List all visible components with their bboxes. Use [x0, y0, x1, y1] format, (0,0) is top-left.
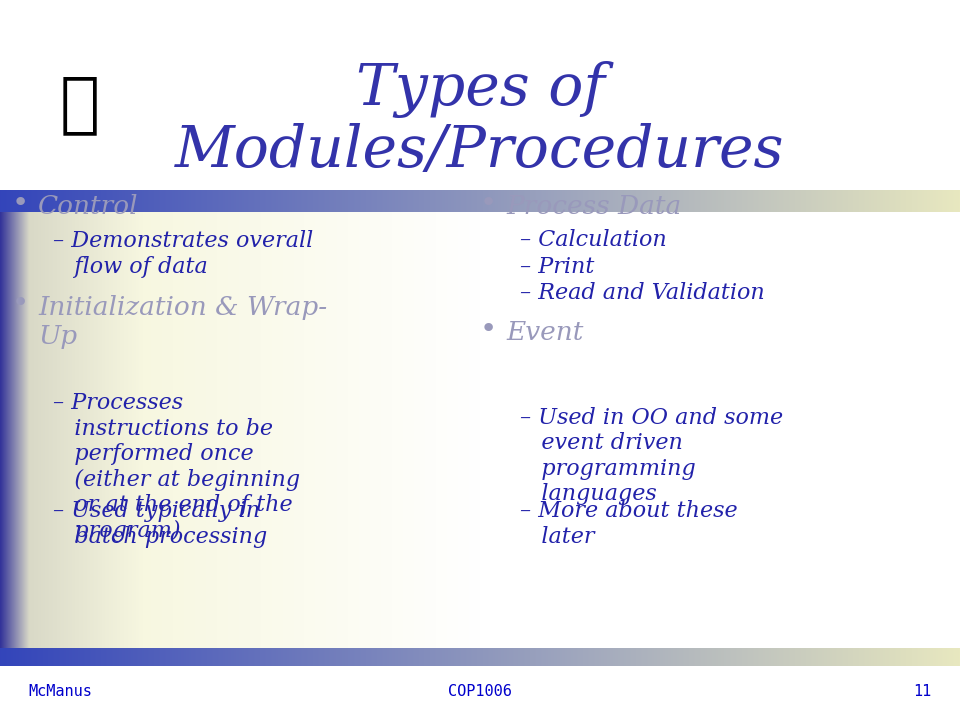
- Text: COP1006: COP1006: [448, 684, 512, 698]
- Text: – Demonstrates overall
   flow of data: – Demonstrates overall flow of data: [53, 230, 313, 278]
- Text: •: •: [12, 289, 29, 318]
- Text: – Used typically in
   batch processing: – Used typically in batch processing: [53, 500, 267, 548]
- Text: – Used in OO and some
   event driven
   programming
   languages: – Used in OO and some event driven progr…: [520, 407, 783, 505]
- Text: Process Data: Process Data: [507, 194, 683, 220]
- Text: •: •: [480, 189, 497, 217]
- Bar: [0, 0, 158, 209]
- Text: 🐕: 🐕: [60, 71, 100, 138]
- Bar: [0, 666, 960, 720]
- Text: •: •: [480, 315, 497, 343]
- Text: 11: 11: [913, 684, 931, 698]
- Text: – More about these
   later: – More about these later: [520, 500, 738, 548]
- Text: Types of: Types of: [355, 61, 605, 119]
- Text: Event: Event: [507, 320, 585, 346]
- Text: Initialization & Wrap-
Up: Initialization & Wrap- Up: [38, 295, 327, 349]
- Text: Control: Control: [38, 194, 139, 220]
- Text: – Processes
   instructions to be
   performed once
   (either at beginning
   o: – Processes instructions to be performed…: [53, 392, 300, 541]
- Text: – Read and Validation: – Read and Validation: [520, 282, 765, 305]
- Text: – Print: – Print: [520, 256, 594, 278]
- Text: •: •: [12, 189, 29, 217]
- Text: – Calculation: – Calculation: [520, 229, 667, 251]
- Text: McManus: McManus: [29, 684, 93, 698]
- Bar: [0, 0, 960, 209]
- Text: Modules/Procedures: Modules/Procedures: [176, 123, 784, 179]
